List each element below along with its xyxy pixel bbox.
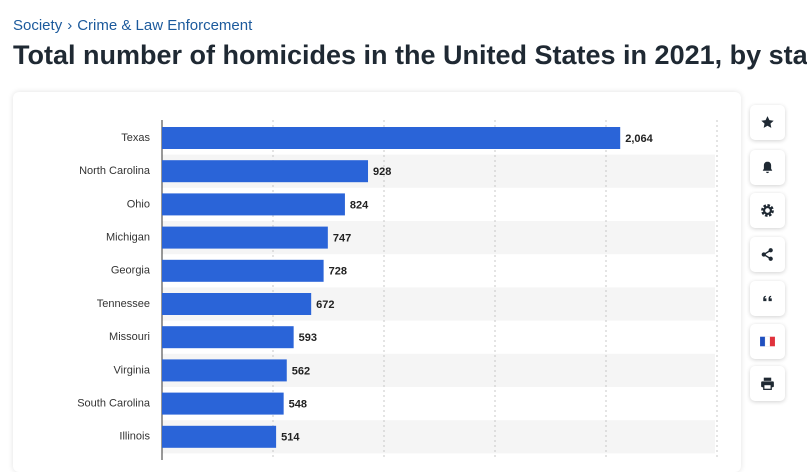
value-label: 548	[289, 399, 307, 411]
page: Society › Crime & Law Enforcement Total nu…	[13, 17, 807, 460]
chart: Texas 2,064 North Carolina 928 Ohio 824 Michig…	[77, 120, 718, 460]
bar	[162, 326, 294, 349]
value-label: 2,064	[625, 133, 653, 145]
language-button[interactable]	[750, 324, 785, 359]
category-label: North Carolina	[79, 165, 151, 177]
bar	[162, 425, 277, 448]
value-label: 514	[281, 432, 300, 444]
bar	[162, 359, 287, 382]
share-button[interactable]	[750, 237, 785, 272]
category-label: Tennessee	[97, 298, 150, 310]
value-label: 728	[329, 266, 347, 278]
category-label: Georgia	[111, 265, 151, 277]
value-label: 593	[299, 332, 317, 344]
breadcrumb-link[interactable]: Crime & Law Enforcement	[77, 17, 253, 34]
value-label: 562	[292, 365, 310, 377]
breadcrumb-separator: ›	[67, 17, 73, 34]
bar	[162, 193, 345, 216]
value-label: 672	[316, 299, 334, 311]
page-title: Total number of homicides in the United …	[13, 40, 807, 70]
bar	[162, 127, 621, 149]
bar	[162, 392, 284, 415]
category-label: Michigan	[106, 232, 150, 244]
bar	[162, 259, 324, 282]
category-label: Virginia	[114, 364, 151, 376]
cite-button[interactable]	[750, 281, 785, 316]
category-label: Ohio	[127, 198, 150, 210]
category-label: Texas	[121, 132, 150, 144]
category-label: Illinois	[119, 431, 150, 443]
value-label: 928	[373, 166, 391, 178]
alert-button[interactable]	[750, 150, 785, 185]
breadcrumb: Society › Crime & Law Enforcement	[13, 17, 257, 34]
category-label: Missouri	[109, 331, 150, 343]
favorite-button[interactable]	[750, 105, 785, 140]
value-label: 747	[333, 233, 351, 245]
breadcrumb-link[interactable]: Society	[13, 17, 63, 34]
bar	[162, 160, 369, 183]
bar	[162, 226, 328, 249]
value-label: 824	[350, 199, 369, 211]
print-button[interactable]	[750, 366, 785, 401]
category-label: South Carolina	[77, 398, 151, 410]
settings-button[interactable]	[750, 193, 785, 228]
bar	[162, 293, 312, 315]
